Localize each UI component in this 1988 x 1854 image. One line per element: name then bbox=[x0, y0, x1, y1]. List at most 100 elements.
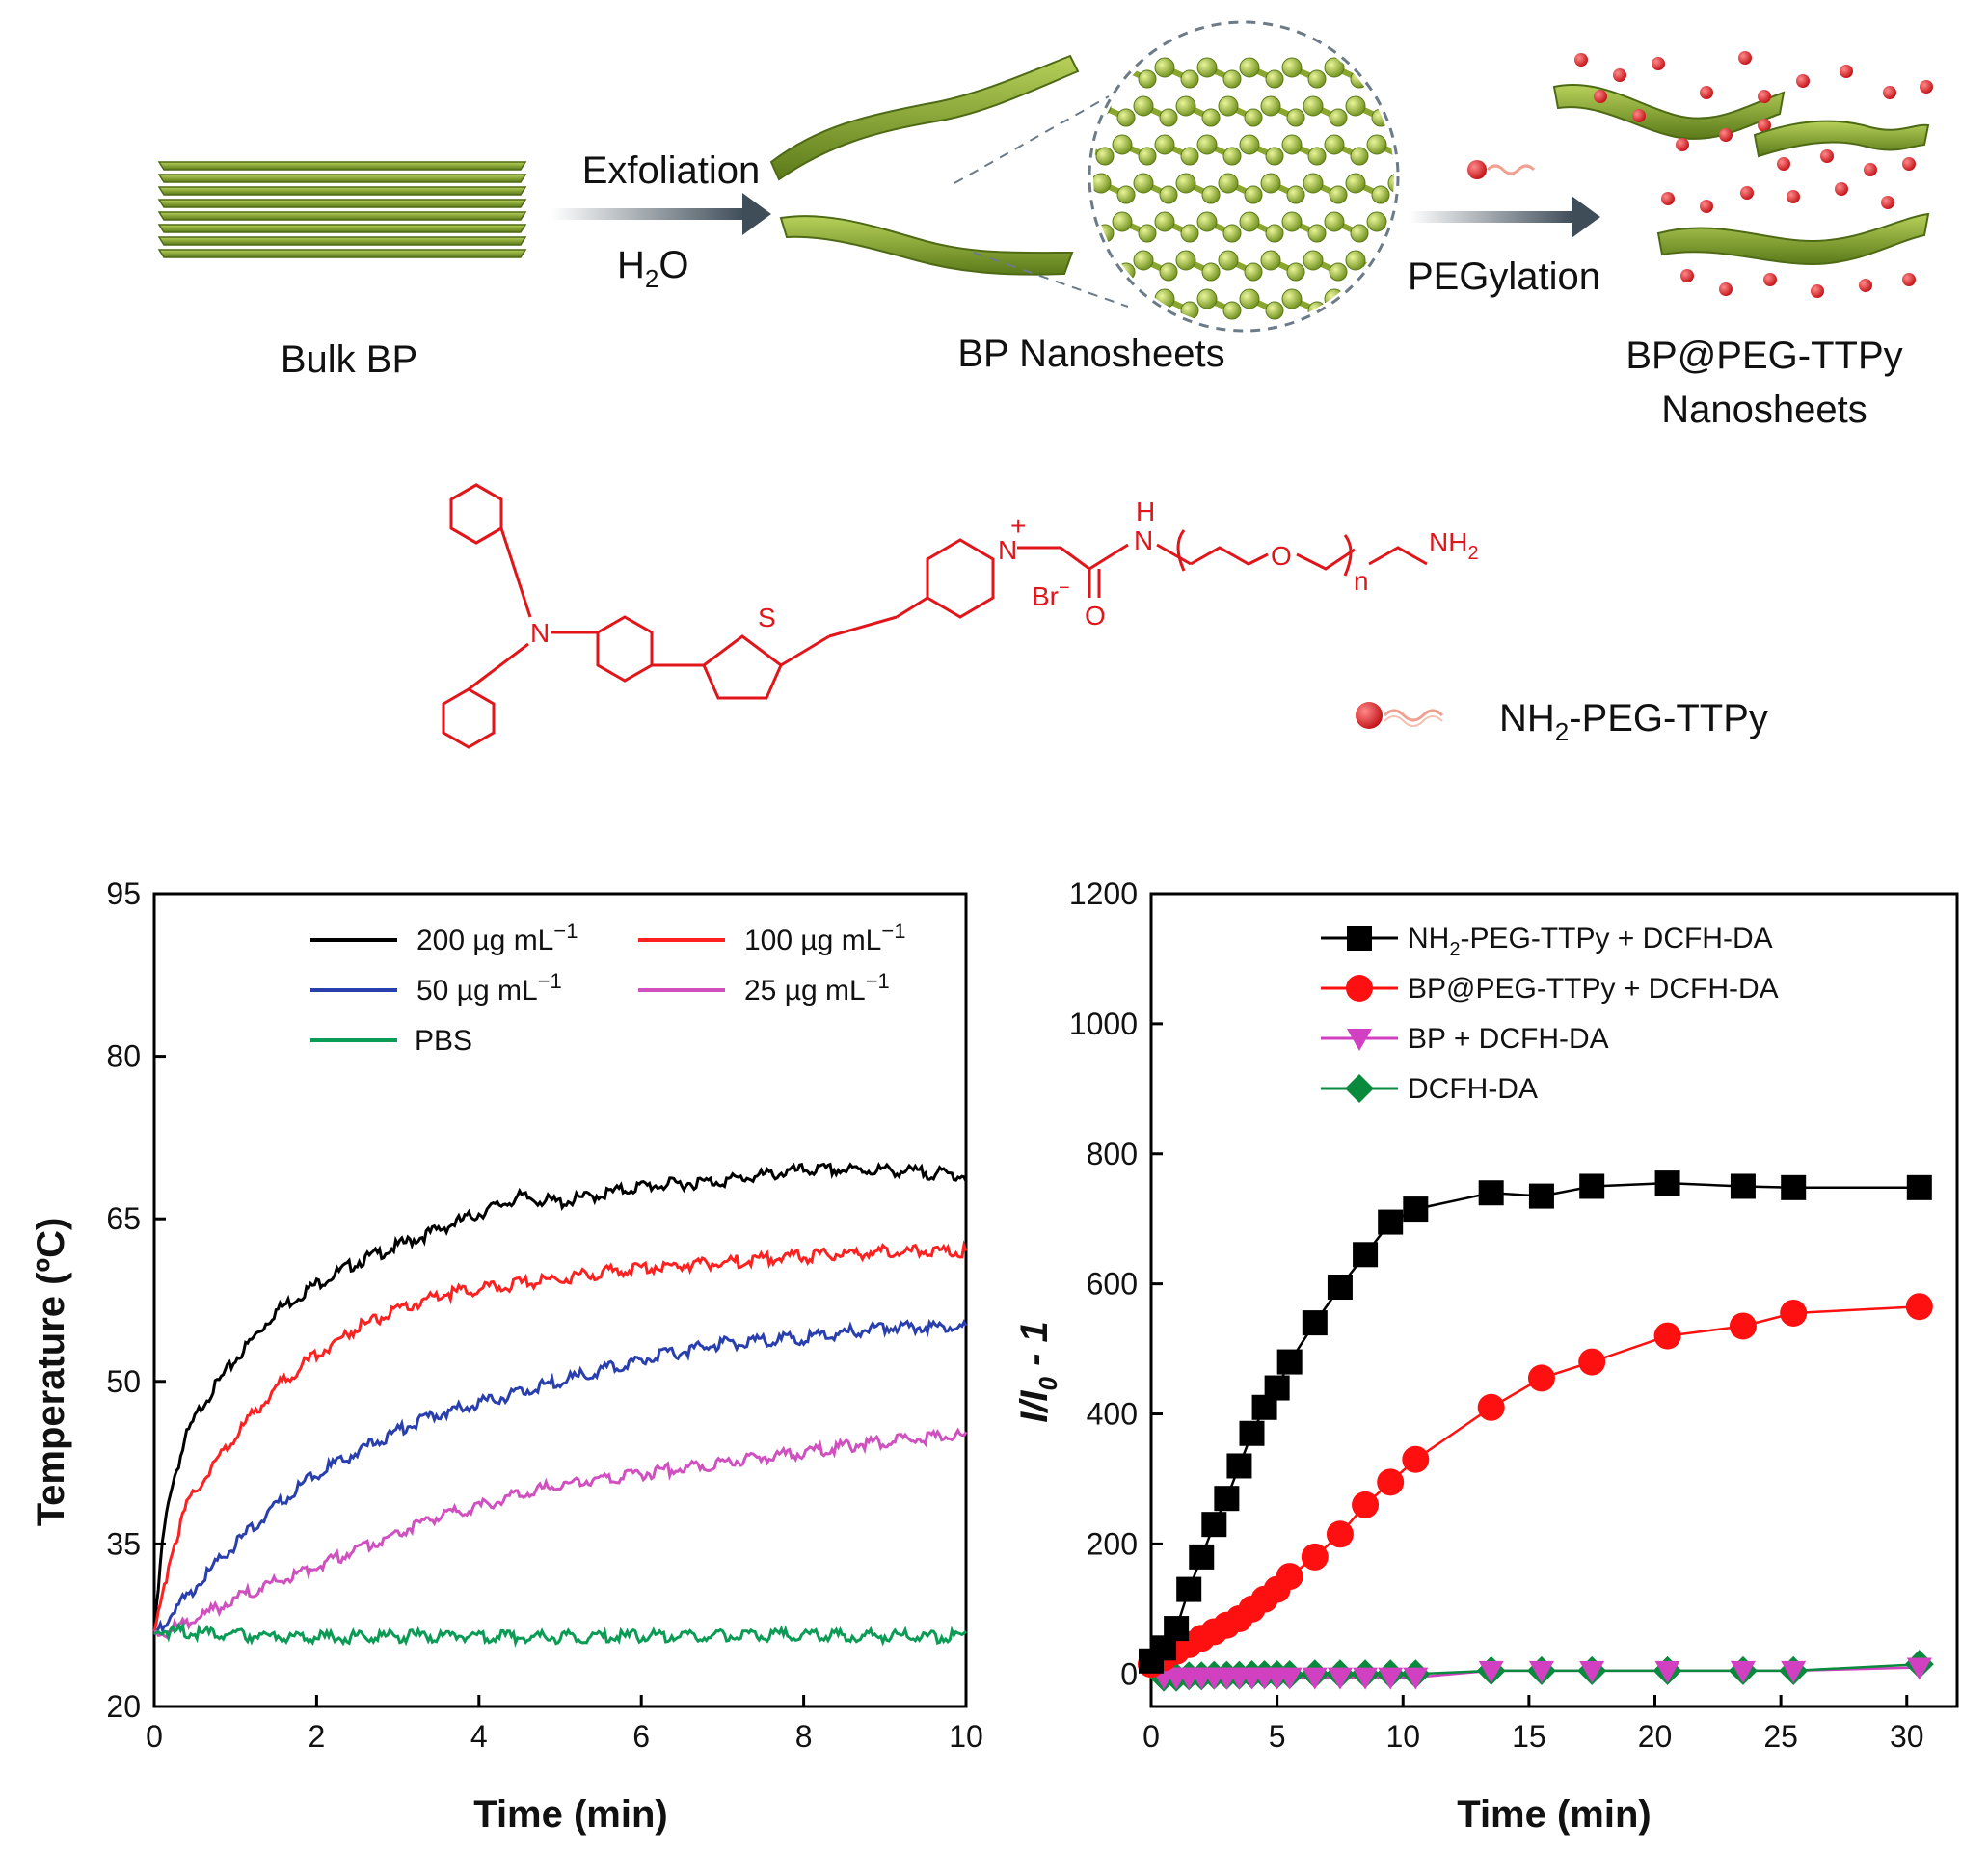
chart2-data-point bbox=[1478, 1660, 1504, 1683]
peg-ttpy-end bbox=[1719, 282, 1733, 296]
chart2-data-point bbox=[1201, 1512, 1227, 1538]
phosphorus-atom bbox=[1286, 108, 1305, 127]
peg-ttpy-end bbox=[1881, 196, 1894, 209]
bp-layer bbox=[157, 186, 527, 196]
peg-ttpy-end bbox=[1676, 138, 1689, 151]
phosphorus-atom bbox=[1307, 69, 1327, 89]
phosphorus-atom bbox=[1070, 135, 1089, 154]
lattice-bond bbox=[1398, 106, 1423, 118]
peg-ttpy-end bbox=[1661, 192, 1675, 205]
bromide-ion: Br− bbox=[1032, 578, 1070, 611]
chart2-data-point bbox=[1377, 1468, 1405, 1496]
peg-ttpy-end bbox=[1796, 74, 1810, 88]
phosphorus-atom bbox=[1329, 262, 1348, 282]
phosphorus-atom bbox=[1324, 57, 1345, 78]
phosphorus-atom bbox=[1180, 147, 1199, 166]
phosphorus-atom bbox=[1392, 69, 1394, 89]
phosphorus-atom bbox=[1222, 69, 1242, 89]
amide-nitrogen: N bbox=[1134, 525, 1153, 555]
phosphorus-atom bbox=[1366, 211, 1387, 232]
phosphorus-atom bbox=[1133, 250, 1154, 271]
chart2-data-point bbox=[1781, 1174, 1807, 1200]
phosphorus-atom bbox=[1329, 185, 1348, 204]
sulfur-atom: S bbox=[758, 603, 776, 632]
phosphorus-atom bbox=[1329, 108, 1348, 127]
chart2-data-point bbox=[1352, 1491, 1380, 1518]
peg-ttpy-end bbox=[1738, 51, 1752, 65]
chart2-data-point bbox=[1528, 1660, 1554, 1683]
peg-ttpy-end bbox=[1680, 269, 1694, 282]
chart1-y-tick-label: 65 bbox=[106, 1201, 141, 1236]
crystal-structure-zoom bbox=[1070, 20, 1432, 333]
zoom-guide-top bbox=[954, 95, 1110, 184]
phosphorus-atom bbox=[1366, 134, 1387, 155]
phosphorus-atom bbox=[1175, 173, 1196, 194]
chart2-data-point bbox=[1302, 1667, 1328, 1690]
chart2-data-point bbox=[1729, 1312, 1757, 1340]
lattice-bond bbox=[1398, 183, 1423, 195]
lattice-bond bbox=[1093, 296, 1107, 313]
phosphorus-atom bbox=[1133, 95, 1154, 117]
chart2-x-tick-label: 25 bbox=[1763, 1719, 1798, 1754]
synthesis-schematic: Bulk BP Exfoliation H2O BP Nanosheets PE… bbox=[157, 20, 1933, 749]
lattice-bond bbox=[1375, 65, 1394, 82]
chart1-legend-label: PBS bbox=[415, 1025, 472, 1057]
phosphorus-atom bbox=[1371, 185, 1390, 204]
chart1-x-tick-label: 8 bbox=[795, 1719, 813, 1754]
chart2-data-point bbox=[1326, 1520, 1354, 1548]
chart2-legend-marker bbox=[1347, 1029, 1372, 1051]
chart2-data-point bbox=[1578, 1348, 1606, 1376]
water-label: H2O bbox=[617, 244, 688, 293]
phosphorus-atom bbox=[1260, 173, 1281, 194]
lattice-bond bbox=[1120, 296, 1149, 313]
chart2-data-point bbox=[1264, 1375, 1290, 1401]
chart1-y-axis-title: Temperature (ºC) bbox=[30, 1218, 72, 1527]
chart2-legend-label: DCFH-DA bbox=[1408, 1073, 1538, 1105]
phosphorus-atom bbox=[1387, 250, 1394, 271]
chart2-data-point bbox=[1276, 1349, 1303, 1375]
phosphorus-atom bbox=[1244, 108, 1263, 127]
phosphorus-atom bbox=[1196, 211, 1218, 232]
phosphorus-atom bbox=[1180, 224, 1199, 243]
phosphorus-atom bbox=[1303, 250, 1324, 271]
bp-layer bbox=[157, 249, 527, 258]
phosphorus-atom bbox=[1281, 134, 1303, 155]
chart2-data-point bbox=[1239, 1420, 1265, 1446]
chart2-data-point bbox=[1214, 1486, 1240, 1512]
phosphorus-atom bbox=[1414, 109, 1432, 126]
phosphorus-atom bbox=[1265, 69, 1284, 89]
chart2-legend-label: NH2-PEG-TTPy + DCFH-DA bbox=[1408, 923, 1773, 960]
chart2-x-tick-label: 5 bbox=[1269, 1719, 1286, 1754]
peg-ttpy-end bbox=[1787, 190, 1800, 203]
bulk-bp-label: Bulk BP bbox=[281, 338, 417, 381]
peg-ttpy-end bbox=[1613, 68, 1626, 82]
phosphorus-atom bbox=[1303, 95, 1324, 117]
chart2-x-tick-label: 30 bbox=[1890, 1719, 1924, 1754]
phosphorus-atom bbox=[1392, 224, 1394, 243]
phosphorus-atom bbox=[1371, 262, 1390, 282]
peg-ttpy-end bbox=[1820, 149, 1834, 163]
bp-nanosheet-top bbox=[769, 54, 1080, 181]
chart1-x-axis-title: Time (min) bbox=[473, 1793, 668, 1836]
phosphorus-atom bbox=[1324, 211, 1345, 232]
phosphorus-atom bbox=[1093, 250, 1112, 271]
chart1-y-tick-label: 50 bbox=[106, 1364, 141, 1399]
phosphorus-atom bbox=[1222, 301, 1242, 320]
peg-ttpy-end bbox=[1864, 163, 1877, 176]
chart1-y-tick-label: 35 bbox=[106, 1526, 141, 1561]
product-label-line1: BP@PEG-TTPy bbox=[1625, 335, 1902, 377]
chart2-data-point bbox=[1730, 1173, 1756, 1199]
phosphorus-atom bbox=[1180, 69, 1199, 89]
chart2-data-point bbox=[1579, 1660, 1605, 1683]
carbonyl-oxygen: O bbox=[1085, 601, 1106, 631]
peg-ttpy-end bbox=[1859, 279, 1872, 292]
phosphorus-atom bbox=[1281, 288, 1303, 309]
bulk-bp-stack bbox=[157, 161, 527, 258]
phosphorus-atom bbox=[1138, 301, 1157, 320]
phosphorus-atom bbox=[1095, 69, 1115, 89]
chart2-data-point bbox=[1477, 1393, 1505, 1421]
phosphorus-atom bbox=[1307, 224, 1327, 243]
phosphorus-atom bbox=[1350, 147, 1369, 166]
phosphorus-atom bbox=[1239, 288, 1260, 309]
chart1-y-tick-label: 80 bbox=[106, 1039, 141, 1074]
